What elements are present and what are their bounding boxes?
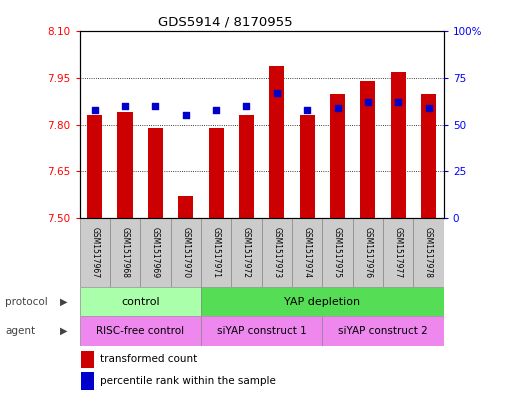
Point	[303, 107, 311, 113]
Point	[212, 107, 220, 113]
Bar	[178, 196, 193, 218]
Text: GSM1517973: GSM1517973	[272, 227, 281, 278]
Text: GSM1517975: GSM1517975	[333, 227, 342, 278]
Bar	[300, 116, 315, 218]
FancyBboxPatch shape	[170, 218, 201, 287]
Text: GSM1517970: GSM1517970	[181, 227, 190, 278]
FancyBboxPatch shape	[413, 218, 444, 287]
Text: YAP depletion: YAP depletion	[284, 297, 361, 307]
Bar	[80, 287, 201, 316]
Text: GSM1517978: GSM1517978	[424, 227, 433, 278]
Title: GDS5914 / 8170955: GDS5914 / 8170955	[158, 16, 292, 29]
FancyBboxPatch shape	[231, 218, 262, 287]
FancyBboxPatch shape	[262, 218, 292, 287]
FancyBboxPatch shape	[353, 218, 383, 287]
Bar	[82, 351, 94, 369]
Text: ▶: ▶	[61, 297, 68, 307]
Text: siYAP construct 1: siYAP construct 1	[217, 326, 306, 336]
Point	[424, 105, 432, 111]
Bar	[117, 112, 133, 218]
Text: GSM1517974: GSM1517974	[303, 227, 312, 278]
Bar	[80, 316, 201, 346]
Point	[182, 112, 190, 119]
FancyBboxPatch shape	[201, 218, 231, 287]
Point	[151, 103, 160, 109]
Bar	[322, 316, 444, 346]
Text: control: control	[121, 297, 160, 307]
Text: GSM1517971: GSM1517971	[211, 227, 221, 278]
FancyBboxPatch shape	[110, 218, 140, 287]
Text: transformed count: transformed count	[100, 354, 197, 364]
Text: percentile rank within the sample: percentile rank within the sample	[100, 376, 275, 386]
Text: GSM1517976: GSM1517976	[363, 227, 372, 278]
Bar	[201, 287, 444, 316]
FancyBboxPatch shape	[322, 218, 353, 287]
Bar	[82, 372, 94, 390]
Point	[394, 99, 402, 105]
FancyBboxPatch shape	[292, 218, 322, 287]
Bar	[87, 116, 102, 218]
Text: agent: agent	[5, 326, 35, 336]
Bar	[421, 94, 436, 218]
Point	[242, 103, 250, 109]
Bar	[269, 66, 284, 218]
Point	[333, 105, 342, 111]
Point	[91, 107, 99, 113]
FancyBboxPatch shape	[80, 218, 110, 287]
Bar	[201, 316, 322, 346]
Text: ▶: ▶	[61, 326, 68, 336]
Text: siYAP construct 2: siYAP construct 2	[338, 326, 428, 336]
Bar	[239, 116, 254, 218]
Bar	[360, 81, 376, 218]
Text: GSM1517968: GSM1517968	[121, 227, 130, 278]
Point	[273, 90, 281, 96]
Point	[364, 99, 372, 105]
Point	[121, 103, 129, 109]
Text: GSM1517969: GSM1517969	[151, 227, 160, 278]
Bar	[330, 94, 345, 218]
Text: GSM1517977: GSM1517977	[393, 227, 403, 278]
Text: RISC-free control: RISC-free control	[96, 326, 184, 336]
Bar	[390, 72, 406, 218]
Bar	[208, 128, 224, 218]
Text: protocol: protocol	[5, 297, 48, 307]
FancyBboxPatch shape	[140, 218, 170, 287]
Bar	[148, 128, 163, 218]
Text: GSM1517972: GSM1517972	[242, 227, 251, 278]
Text: GSM1517967: GSM1517967	[90, 227, 99, 278]
FancyBboxPatch shape	[383, 218, 413, 287]
